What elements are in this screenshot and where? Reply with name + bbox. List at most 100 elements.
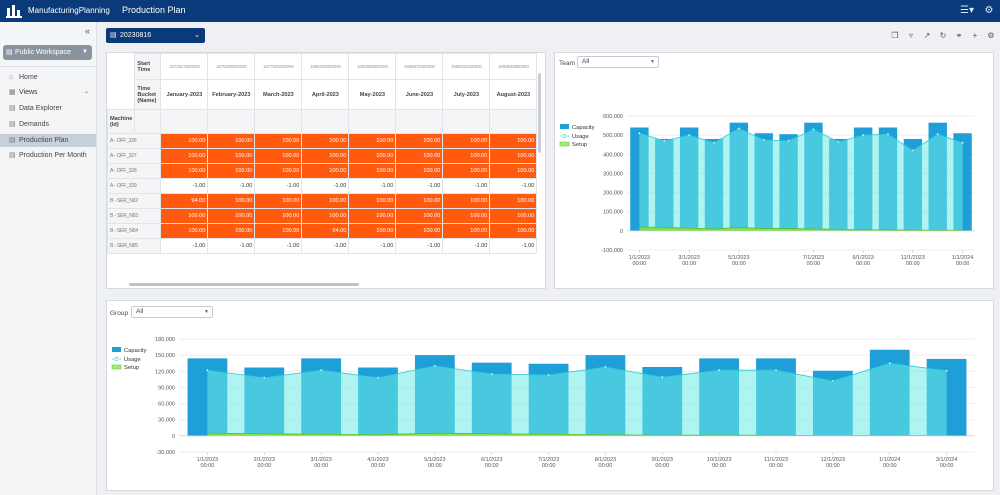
value-cell: 100.00 [442,223,491,239]
vertical-scrollbar[interactable] [538,73,541,153]
value-cell: 100.00 [395,133,444,149]
sidebar-item-production-per-month[interactable]: ▤ Production Per Month [0,149,96,162]
sidebar-item-label: Production Per Month [19,152,87,159]
usage-point [774,368,778,372]
sidebar-item-label: Views [19,89,38,96]
usage-point [911,149,915,152]
team-filter-select[interactable]: All ▼ [577,56,659,68]
copy-icon[interactable]: ❐ [891,31,899,40]
value-cell: 100.00 [442,208,491,224]
value-cell: -1.00 [301,238,350,254]
x-tick-label: 1/1/2024 [879,457,900,463]
horizontal-scrollbar[interactable] [129,283,359,286]
team-filter-label: Team [559,60,575,67]
table-row[interactable]: A - OFF_328 100.00 100.00 100.00 100.00 100.0… [107,163,538,179]
chevron-down-icon: ⌄ [194,32,200,39]
sidebar-item-label: Demands [19,121,49,128]
table-row[interactable]: B - SER_N02 94.00 100.00 100.00 100.00 100.00… [107,193,538,209]
setup-line [639,226,963,231]
sidebar-item-home[interactable]: ⌂ Home [0,71,96,84]
app-logo-icon[interactable] [6,3,22,19]
refresh-icon[interactable]: ↻ [939,31,947,40]
table-row[interactable]: A - OFF_329 -1.00 -1.00 -1.00 -1.00 -1.00 -1.0… [107,178,538,194]
sidebar-item-views[interactable]: ▦ Views ⌄ [0,86,96,99]
value-cell: -1.00 [395,178,444,194]
legend-label: Capacity [124,348,147,354]
month-header: April-2023 [301,79,350,110]
value-cell: -1.00 [207,238,256,254]
group-filter-label: Group [110,310,129,317]
value-cell: 100.00 [207,193,256,209]
x-tick-label: 6/1/2023 [481,457,502,463]
x-tick-label: 9/1/2023 [852,255,873,261]
x-tick-label: 00:00 [655,463,669,469]
x-tick-label: 00:00 [856,261,870,267]
empty-cell [207,109,256,134]
value-cell: 100.00 [207,163,256,179]
usage-point [687,133,691,137]
sidebar-item-data-explorer[interactable]: ▤ Data Explorer [0,102,96,115]
y-tick-label: 200,000 [603,191,623,197]
table-row[interactable]: A - OFF_327 100.00 100.00 100.00 100.00 100.0… [107,148,538,164]
start-time-cell: 1677625200000 [254,53,303,80]
table-row[interactable]: B - SER_N05 -1.00 -1.00 -1.00 -1.00 -1.00 -1.0… [107,238,538,254]
sidebar-item-demands[interactable]: ▤ Demands [0,118,96,131]
collapse-sidebar-icon[interactable]: « [84,26,90,36]
value-cell: 100.00 [489,148,538,164]
value-cell: -1.00 [254,238,303,254]
value-cell: 100.00 [301,163,350,179]
value-cell: 100.00 [442,148,491,164]
legend-marker-usage [114,357,119,361]
value-cell: -1.00 [254,178,303,194]
settings-icon[interactable]: ⚙ [987,31,995,40]
add-icon[interactable]: + [972,31,978,40]
x-tick-label: 12/1/2023 [821,457,845,463]
legend-label: Usage [124,357,141,363]
start-time-cell: 1672527600000 [160,53,209,80]
usage-point [737,127,741,130]
usage-point [376,376,380,379]
scenario-selector[interactable]: ▤ 20230816 ⌄ [106,28,205,43]
x-tick-label: 00:00 [906,261,920,267]
month-header: June-2023 [395,79,444,110]
table-header-row: Time Bucket (Name) January-2023 February-2… [108,79,538,110]
x-tick-label: 5/1/2023 [424,457,445,463]
x-tick-label: 00:00 [542,463,556,469]
value-cell: 100.00 [348,208,397,224]
value-cell: 100.00 [442,193,491,209]
filter-icon[interactable]: ▿ [908,31,913,40]
group-filter-select[interactable]: All ▼ [131,306,213,318]
x-tick-label: 00:00 [956,261,970,267]
gear-icon[interactable]: ⚙ [984,5,994,16]
x-tick-label: 3/1/2024 [936,457,957,463]
table-row[interactable]: B - SER_N03 100.00 100.00 100.00 100.00 100.0… [107,208,538,224]
workspace-selector[interactable]: ▤ Public Workspace ▼ [3,45,92,60]
month-header: July-2023 [442,79,491,110]
value-cell: 100.00 [254,163,303,179]
usage-point [762,138,765,142]
empty-cell [160,109,209,134]
clipboard-icon[interactable]: ☰▾ [960,5,974,16]
top-bar: ManufacturingPlanning Production Plan ☰▾… [0,0,1000,22]
legend-swatch-setup [111,364,122,370]
sidebar: « ▤ Public Workspace ▼ ⌂ Home ▦ Views ⌄ … [0,22,97,495]
value-cell: -1.00 [207,178,256,194]
share-icon[interactable]: ⚭ [955,31,963,40]
x-tick-label: 00:00 [807,261,821,267]
usage-point [861,133,865,137]
sidebar-item-production-plan[interactable]: ▤ Production Plan [0,134,96,147]
x-tick-label: 00:00 [428,463,442,469]
table-row[interactable]: A - OFF_326 100.00 100.00 100.00 100.00 100.0… [107,133,538,149]
value-cell: 100.00 [254,223,303,239]
calendar-icon: ▤ [110,32,117,39]
table-row[interactable]: B - SER_N04 100.00 100.00 100.00 94.00 100.00… [107,223,538,239]
y-tick-label: 600,000 [603,114,623,120]
value-cell: -1.00 [395,238,444,254]
export-icon[interactable]: ↗ [923,31,931,40]
y-tick-label: 90,000 [158,385,175,391]
table-icon: ▤ [9,121,16,128]
y-tick-label: -100,000 [601,248,623,254]
x-tick-label: 11/1/2023 [764,457,788,463]
value-cell: 100.00 [207,148,256,164]
x-tick-label: 00:00 [314,463,328,469]
